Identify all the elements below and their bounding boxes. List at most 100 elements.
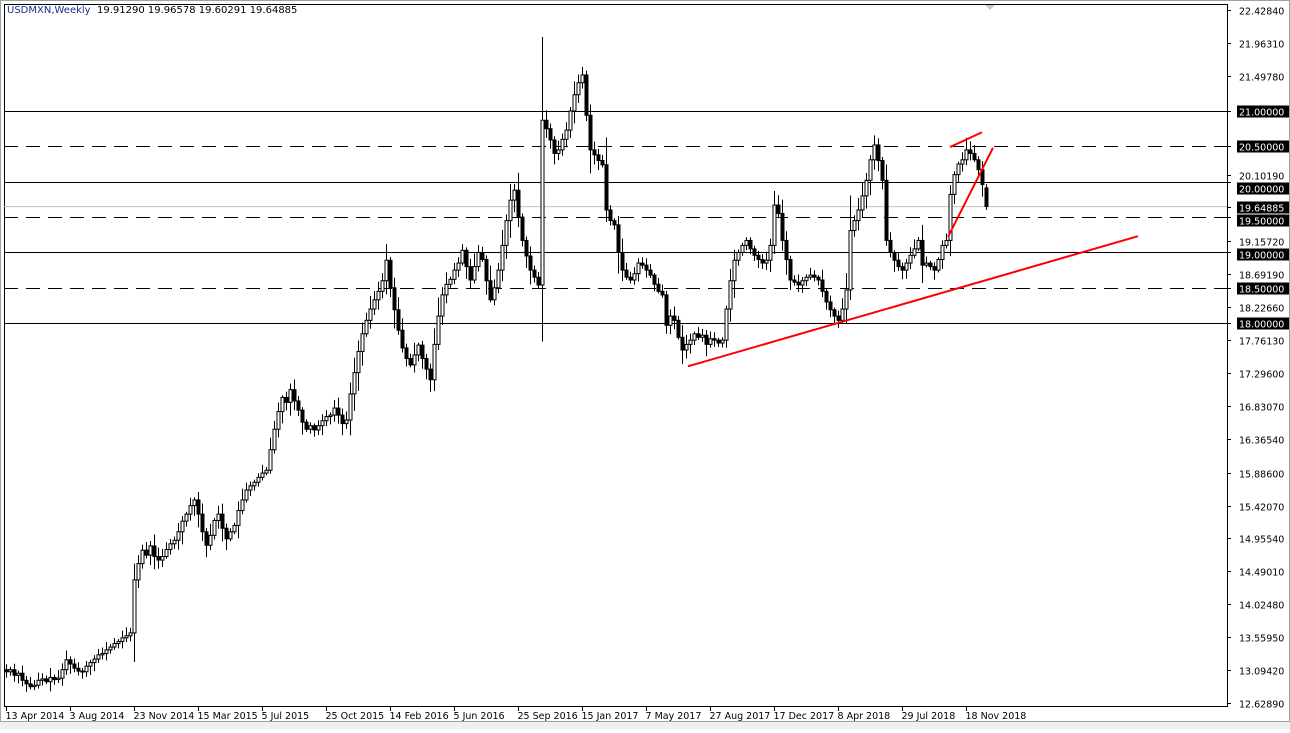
candle <box>284 391 289 411</box>
candle <box>684 335 689 359</box>
candle-body-bull <box>264 469 269 474</box>
candle <box>144 542 149 559</box>
candle <box>272 420 277 454</box>
candle <box>560 133 565 156</box>
candle <box>436 297 441 351</box>
candle <box>924 256 929 268</box>
candle <box>428 363 433 392</box>
candle-body-bear <box>600 160 605 166</box>
candle <box>364 312 369 337</box>
candle <box>116 638 121 649</box>
candle <box>248 481 253 496</box>
candle <box>884 164 889 246</box>
candle-body-bull <box>736 251 741 261</box>
candle <box>552 136 557 165</box>
y-tick-label: 19.15720 <box>1239 238 1284 249</box>
candle-body-bull <box>840 308 845 321</box>
candle <box>800 277 805 293</box>
candle-body-bear <box>892 251 897 261</box>
price-axis[interactable]: 22.42840 21.96310 21.49780 21.00000 20.50000… <box>1227 7 1289 711</box>
candle <box>160 548 165 567</box>
candle <box>648 264 653 278</box>
candle-body-bull <box>708 338 713 345</box>
candle <box>820 269 825 298</box>
candle-body-bull <box>740 244 745 253</box>
candle <box>952 171 957 205</box>
candle <box>540 37 545 342</box>
candle-body-bull <box>352 372 357 395</box>
candle-body-bull <box>316 425 321 431</box>
y-tick-label: 13.09420 <box>1239 667 1284 678</box>
candle-body-bear <box>716 339 721 344</box>
time-axis[interactable]: 13 Apr 2014 3 Aug 2014 23 Nov 2014 15 Mar 2… <box>6 706 1027 722</box>
candle-body-bull <box>168 543 173 550</box>
ohlc-high: 19.96578 <box>147 5 196 16</box>
candle-body-bear <box>780 213 785 241</box>
candle-body-bear <box>408 358 413 366</box>
candle <box>464 247 469 279</box>
trendlines <box>687 131 1139 368</box>
candle-body-bull <box>768 244 773 261</box>
candle-body-bear <box>832 309 837 317</box>
price-label: 18.50000 <box>1239 285 1284 296</box>
candle-body-bull <box>232 524 237 533</box>
candle <box>768 238 773 273</box>
candle <box>184 511 189 527</box>
trendline <box>687 235 1139 368</box>
candle-body-bull <box>136 563 141 581</box>
candle <box>732 249 737 298</box>
price-label-box <box>1237 182 1289 195</box>
candle-body-bear <box>404 347 409 360</box>
candle <box>708 331 713 348</box>
candle <box>764 251 769 270</box>
candle <box>728 268 733 322</box>
candle-body-bear <box>388 259 393 289</box>
candle-body-bull <box>140 549 145 565</box>
candle-body-bull <box>852 220 857 232</box>
window-bottom-bar <box>0 722 1290 729</box>
candle <box>216 505 221 529</box>
y-tick-label: 13.55950 <box>1239 634 1284 645</box>
candle-body-bear <box>488 280 493 301</box>
candle <box>120 630 125 649</box>
candle <box>984 184 989 210</box>
candle-body-bull <box>240 499 245 512</box>
candle-body-bull <box>512 189 517 201</box>
candle-body-bull <box>492 287 497 301</box>
x-tick-label: 13 Apr 2014 <box>6 711 65 722</box>
candle-body-bear <box>624 269 629 278</box>
candle <box>840 298 845 324</box>
candle <box>172 536 177 549</box>
candle <box>748 237 753 255</box>
candle-body-bull <box>504 220 509 246</box>
candle <box>32 679 37 691</box>
shift-marker-icon[interactable] <box>985 5 995 10</box>
candle-body-bull <box>436 315 441 345</box>
chart-header: USDMXN,Weekly 19.91290 19.96578 19.60291… <box>7 5 297 16</box>
candle-body-bull <box>16 672 21 676</box>
candle <box>504 214 509 259</box>
candle <box>356 340 361 391</box>
candle <box>368 295 373 329</box>
candle <box>692 331 697 345</box>
x-tick-label: 17 Dec 2017 <box>774 711 835 722</box>
candle <box>440 287 445 326</box>
candle-body-bull <box>328 414 333 418</box>
candle-body-bull <box>272 428 277 451</box>
candle-body-bear <box>532 269 537 278</box>
candle-body-bear <box>20 672 25 681</box>
candle-body-bear <box>4 669 9 673</box>
candle-body-bull <box>452 269 457 280</box>
candle-body-bull <box>944 239 949 246</box>
candle <box>24 676 29 692</box>
candle-body-bull <box>904 262 909 271</box>
candle-body-bull <box>444 283 449 296</box>
candle-body-bull <box>412 354 417 366</box>
candle <box>328 412 333 425</box>
candle <box>164 542 169 559</box>
candle-body-bear <box>336 407 341 416</box>
candle <box>604 137 609 222</box>
candle-body-bull <box>684 343 689 351</box>
